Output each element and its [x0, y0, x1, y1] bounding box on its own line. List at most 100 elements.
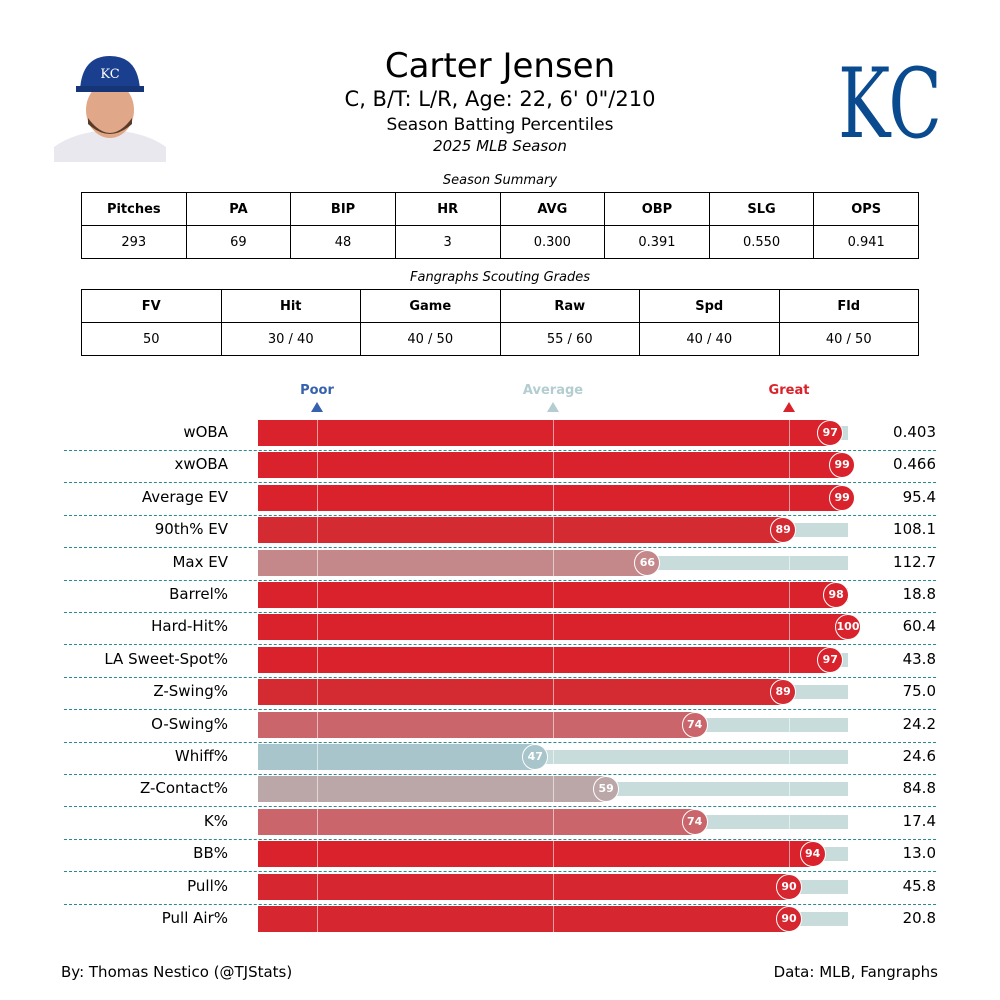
reference-label-poor: Poor [300, 383, 334, 398]
table-header: OPS [813, 192, 919, 226]
table-header: Fld [778, 289, 919, 323]
reference-marker-icon [547, 402, 559, 412]
percentile-badge: 97 [817, 646, 844, 673]
percentile-bar [258, 452, 843, 479]
reference-gridline [317, 679, 318, 706]
reference-gridline [789, 744, 790, 770]
row-separator [64, 579, 936, 581]
table-cell: 69 [185, 225, 292, 259]
row-separator [64, 482, 936, 484]
metric-name: BB% [193, 844, 228, 863]
row-separator [64, 547, 936, 549]
reference-gridline [553, 646, 554, 673]
metric-value: 18.8 [902, 585, 936, 603]
reference-gridline [317, 808, 318, 835]
reference-gridline [317, 549, 318, 576]
team-logo: KC [836, 48, 946, 162]
summary-caption: Season Summary [442, 173, 558, 188]
table-cell: 0.300 [499, 225, 606, 259]
metric-row: Average EV 99 95.4 [0, 482, 1000, 514]
metric-name: Max EV [172, 552, 228, 571]
table-cell: 0.941 [813, 225, 919, 259]
metric-value: 0.403 [893, 423, 936, 441]
row-separator [64, 903, 936, 905]
metric-row: K% 74 17.4 [0, 806, 1000, 838]
row-separator [64, 514, 936, 516]
reference-gridline [789, 452, 790, 479]
metric-value: 60.4 [902, 617, 936, 636]
svg-text:KC: KC [100, 67, 119, 82]
grades-caption: Fangraphs Scouting Grades [410, 270, 590, 285]
percentile-bar [258, 517, 784, 544]
table-cell: 55 / 60 [499, 322, 640, 356]
metric-row: Pull% 90 45.8 [0, 871, 1000, 903]
metric-row: Max EV 66 112.7 [0, 547, 1000, 579]
metric-row: BB% 94 13.0 [0, 838, 1000, 870]
metric-name: xwOBA [174, 455, 228, 474]
row-separator [64, 774, 936, 775]
percentile-badge: 89 [770, 517, 797, 544]
reference-label-average: Average [522, 383, 584, 398]
metric-row: xwOBA 99 0.466 [0, 449, 1000, 481]
row-separator [64, 676, 936, 678]
reference-gridline [553, 484, 554, 511]
reference-gridline [789, 841, 790, 868]
percentile-badge: 90 [776, 906, 802, 932]
reference-gridline [789, 420, 790, 446]
reference-gridline [789, 646, 790, 673]
percentile-badge: 74 [681, 808, 708, 835]
metric-name: Barrel% [169, 585, 228, 603]
table-cell: 50 [81, 322, 222, 356]
metric-row: Z-Swing% 89 75.0 [0, 676, 1000, 708]
metric-value: 112.7 [893, 552, 936, 571]
reference-gridline [553, 776, 554, 803]
reference-gridline [553, 711, 554, 738]
table-cell: 48 [290, 225, 396, 259]
table-header: Raw [499, 289, 640, 323]
metric-name: O-Swing% [151, 714, 228, 733]
percentile-badge: 74 [681, 711, 708, 738]
row-separator [64, 741, 936, 743]
reference-gridline [789, 484, 790, 511]
percentile-bar [258, 420, 831, 446]
metric-name: K% [203, 811, 228, 830]
reference-gridline [317, 776, 318, 803]
metric-name: 90th% EV [154, 520, 228, 539]
metric-value: 0.466 [893, 455, 936, 474]
metric-value: 20.8 [902, 909, 936, 927]
percentile-badge: 98 [823, 582, 850, 608]
metric-row: Z-Contact% 59 84.8 [0, 773, 1000, 805]
percentile-bar [258, 841, 813, 868]
metric-name: wOBA [183, 423, 228, 441]
player-name: Carter Jensen [384, 46, 616, 86]
table-header: Game [360, 289, 501, 323]
table-cell: 293 [81, 225, 187, 259]
metric-value: 43.8 [902, 649, 936, 668]
reference-marker-icon [311, 402, 323, 412]
metric-row: 90th% EV 89 108.1 [0, 514, 1000, 546]
table-cell: 40 / 40 [639, 322, 780, 356]
row-separator [64, 450, 936, 451]
table-header: OBP [604, 192, 710, 226]
percentile-bar [258, 582, 837, 608]
table-header: PA [185, 192, 292, 226]
metric-name: Z-Swing% [153, 682, 228, 701]
metric-row: Hard-Hit% 100 60.4 [0, 611, 1000, 643]
reference-gridline [317, 517, 318, 544]
row-separator [64, 871, 936, 873]
chart-subtitle: Season Batting Percentiles [386, 115, 614, 135]
reference-gridline [789, 808, 790, 835]
season-label: 2025 MLB Season [433, 137, 567, 155]
percentile-bar [258, 906, 789, 932]
percentile-bar [258, 873, 789, 900]
percentile-bar [258, 679, 784, 706]
footer-source: Data: MLB, Fangraphs [773, 963, 938, 981]
metric-row: O-Swing% 74 24.2 [0, 709, 1000, 741]
percentile-bar [258, 744, 536, 770]
reference-gridline [553, 549, 554, 576]
metric-row: Barrel% 98 18.8 [0, 579, 1000, 611]
table-cell: 40 / 50 [778, 322, 919, 356]
scouting-grades-table: FV Hit Game Raw Spd Fld 50 30 / 40 40 / 50 55 / 6… [81, 289, 919, 356]
metric-row: Whiff% 47 24.6 [0, 741, 1000, 773]
